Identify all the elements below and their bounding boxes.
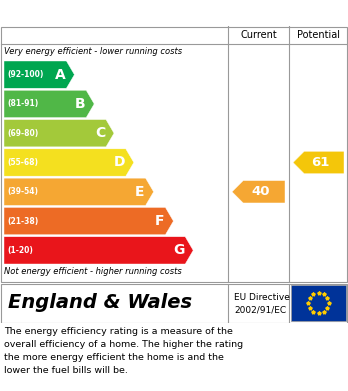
Text: (1-20): (1-20) — [7, 246, 33, 255]
Text: Very energy efficient - lower running costs: Very energy efficient - lower running co… — [4, 47, 182, 56]
Text: Not energy efficient - higher running costs: Not energy efficient - higher running co… — [4, 267, 182, 276]
Polygon shape — [4, 149, 134, 176]
Text: 2002/91/EC: 2002/91/EC — [234, 306, 286, 315]
Text: (55-68): (55-68) — [7, 158, 38, 167]
Polygon shape — [4, 178, 153, 205]
Text: 40: 40 — [252, 185, 270, 198]
Polygon shape — [4, 120, 114, 147]
Text: F: F — [155, 214, 164, 228]
Text: D: D — [113, 156, 125, 170]
Text: A: A — [55, 68, 65, 82]
Text: Potential: Potential — [297, 30, 340, 40]
Text: 61: 61 — [311, 156, 330, 169]
Text: B: B — [74, 97, 85, 111]
Text: (39-54): (39-54) — [7, 187, 38, 196]
Bar — [291, 285, 346, 321]
Text: (81-91): (81-91) — [7, 99, 38, 108]
Text: England & Wales: England & Wales — [8, 294, 192, 312]
Text: Energy Efficiency Rating: Energy Efficiency Rating — [10, 5, 213, 20]
Polygon shape — [4, 237, 193, 264]
Polygon shape — [4, 61, 74, 88]
Polygon shape — [4, 208, 173, 235]
Polygon shape — [293, 151, 344, 174]
Text: E: E — [135, 185, 145, 199]
Text: G: G — [173, 243, 184, 257]
Text: (69-80): (69-80) — [7, 129, 38, 138]
Text: EU Directive: EU Directive — [234, 292, 290, 301]
Text: (21-38): (21-38) — [7, 217, 38, 226]
Polygon shape — [232, 181, 285, 203]
Text: Current: Current — [240, 30, 277, 40]
Text: C: C — [95, 126, 105, 140]
Text: (92-100): (92-100) — [7, 70, 44, 79]
Text: The energy efficiency rating is a measure of the
overall efficiency of a home. T: The energy efficiency rating is a measur… — [4, 327, 243, 375]
Polygon shape — [4, 90, 94, 118]
